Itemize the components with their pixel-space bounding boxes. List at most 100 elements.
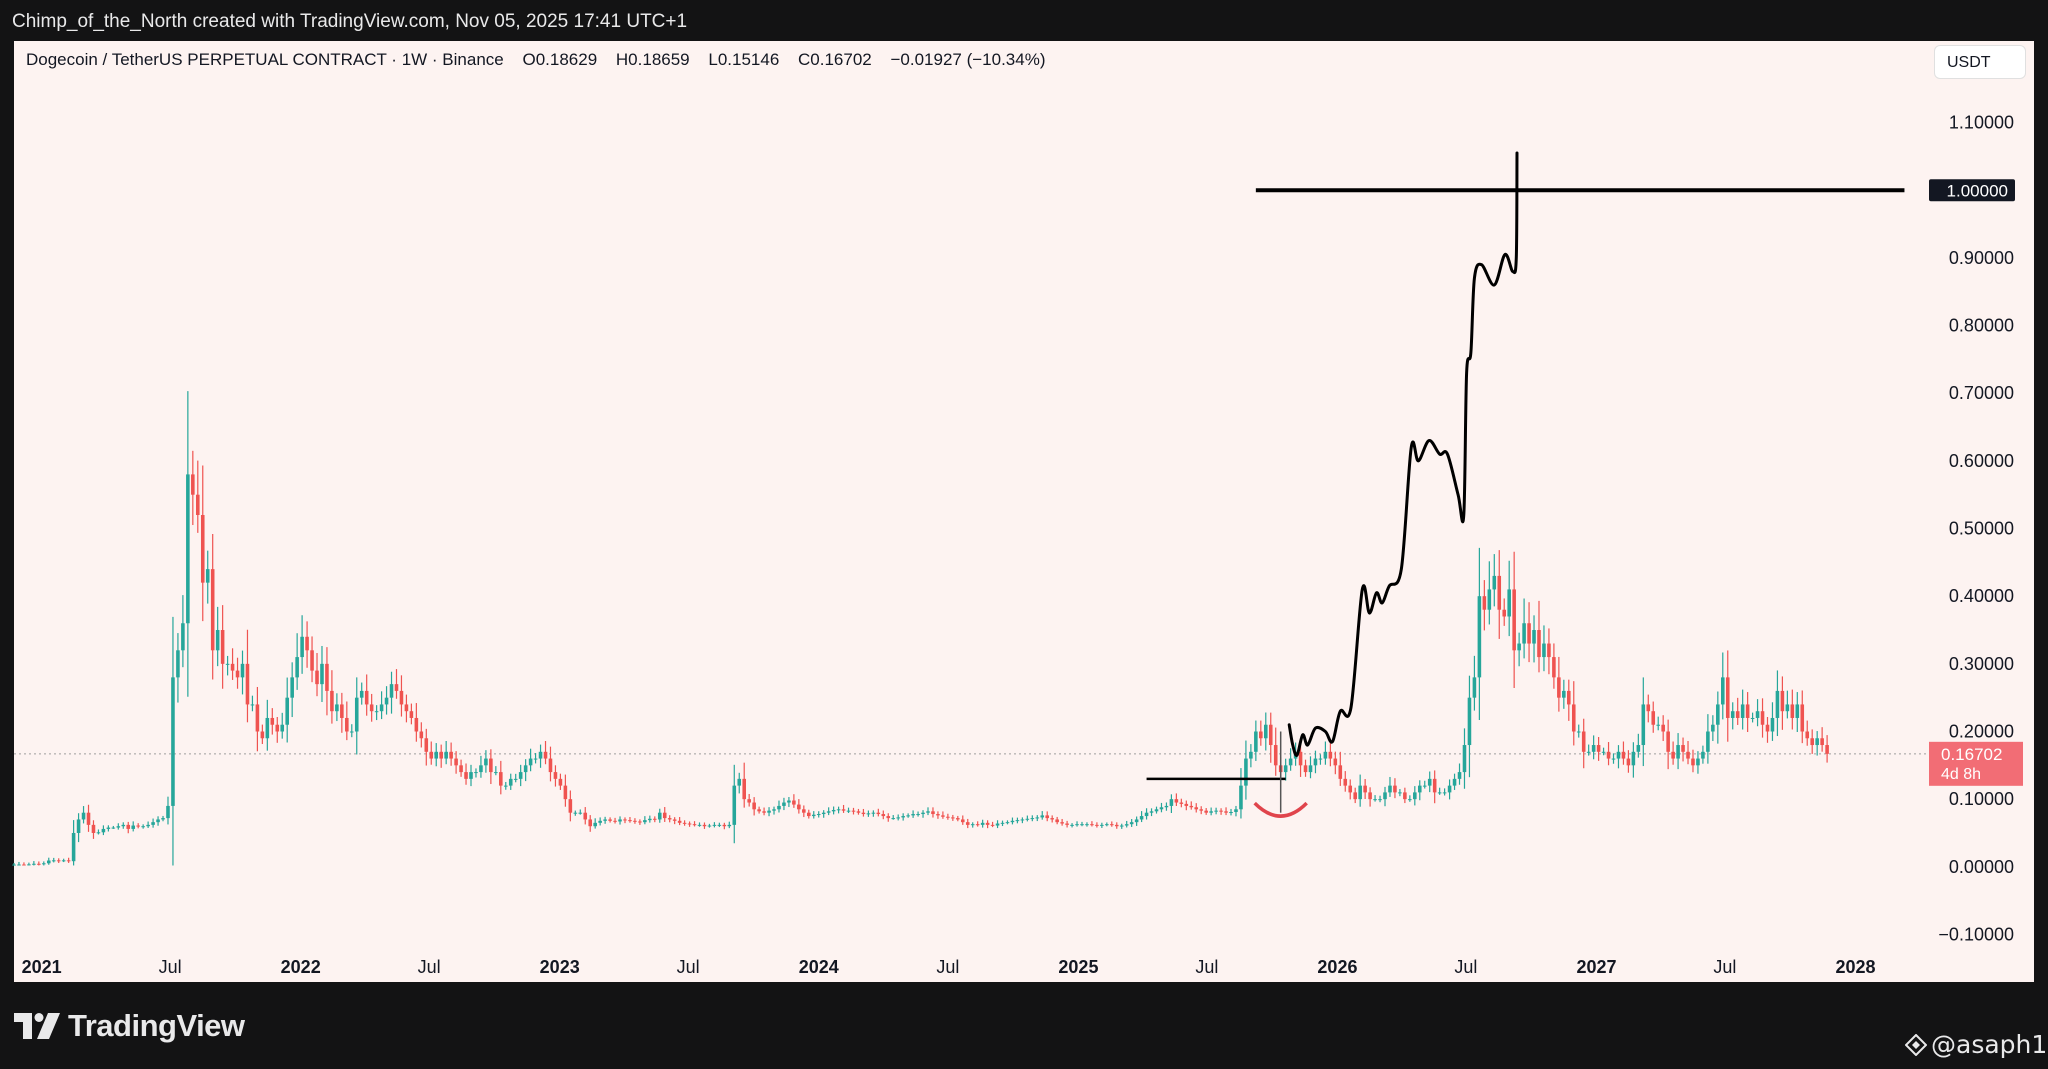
candle-body[interactable] — [985, 822, 990, 825]
candle-body[interactable] — [816, 814, 821, 816]
candle-body[interactable] — [508, 778, 513, 786]
candle-body[interactable] — [1805, 731, 1810, 739]
candle-body[interactable] — [638, 821, 642, 823]
candle-body[interactable] — [399, 690, 404, 705]
candle-body[interactable] — [1422, 785, 1427, 787]
candle-body[interactable] — [1477, 596, 1482, 678]
candle-body[interactable] — [1393, 785, 1397, 793]
candle-body[interactable] — [941, 815, 945, 817]
candle-body[interactable] — [275, 724, 280, 732]
candle-body[interactable] — [51, 860, 56, 862]
candle-body[interactable] — [1263, 724, 1268, 739]
candle-body[interactable] — [27, 864, 31, 866]
candle-body[interactable] — [1159, 807, 1164, 810]
candle-body[interactable] — [1447, 785, 1452, 793]
candle-body[interactable] — [454, 758, 458, 766]
candle-body[interactable] — [956, 818, 960, 820]
candle-body[interactable] — [459, 765, 463, 773]
candle-body[interactable] — [697, 824, 702, 826]
candle-body[interactable] — [141, 826, 145, 828]
candle-body[interactable] — [101, 828, 106, 833]
candle-body[interactable] — [354, 697, 359, 732]
candle-body[interactable] — [995, 823, 1000, 826]
candle-body[interactable] — [707, 825, 712, 827]
candle-body[interactable] — [379, 704, 384, 712]
candle-body[interactable] — [255, 704, 260, 732]
candle-body[interactable] — [265, 717, 270, 739]
candle-body[interactable] — [429, 751, 434, 759]
candle-body[interactable] — [1452, 778, 1457, 786]
candle-body[interactable] — [1000, 822, 1005, 824]
candle-body[interactable] — [310, 650, 314, 671]
candle-body[interactable] — [1328, 751, 1333, 759]
candle-body[interactable] — [613, 820, 617, 822]
candle-body[interactable] — [320, 663, 324, 685]
candle-body[interactable] — [280, 724, 285, 732]
candle-body[interactable] — [1313, 758, 1318, 766]
candle-body[interactable] — [767, 810, 771, 813]
candle-body[interactable] — [1676, 745, 1680, 759]
candle-body[interactable] — [1318, 758, 1323, 760]
candle-body[interactable] — [1512, 589, 1516, 651]
candle-body[interactable] — [1090, 824, 1094, 826]
candle-body[interactable] — [1417, 785, 1422, 793]
candle-body[interactable] — [1199, 809, 1203, 811]
candle-body[interactable] — [200, 515, 205, 583]
candle-body[interactable] — [300, 636, 304, 658]
candle-body[interactable] — [1686, 751, 1690, 759]
candle-body[interactable] — [1020, 819, 1025, 821]
candle-body[interactable] — [1353, 792, 1357, 800]
candle-body[interactable] — [802, 809, 806, 813]
candle-body[interactable] — [881, 814, 886, 817]
candle-body[interactable] — [42, 863, 46, 865]
candle-body[interactable] — [1100, 824, 1104, 826]
candle-body[interactable] — [37, 863, 41, 865]
candle-body[interactable] — [772, 809, 776, 811]
candle-body[interactable] — [409, 711, 414, 718]
candle-body[interactable] — [161, 818, 165, 820]
candle-body[interactable] — [1080, 824, 1084, 826]
candle-body[interactable] — [906, 815, 910, 817]
candle-body[interactable] — [1557, 677, 1561, 698]
candle-body[interactable] — [1254, 731, 1258, 752]
candle-body[interactable] — [335, 704, 339, 712]
candle-body[interactable] — [1507, 589, 1511, 617]
candle-body[interactable] — [1174, 799, 1179, 803]
candle-body[interactable] — [1119, 825, 1124, 827]
candle-body[interactable] — [558, 778, 563, 786]
candle-body[interactable] — [1711, 724, 1715, 732]
candle-body[interactable] — [598, 820, 602, 823]
candle-body[interactable] — [1149, 811, 1154, 813]
candle-body[interactable] — [851, 810, 856, 812]
candle-body[interactable] — [563, 785, 568, 800]
candle-body[interactable] — [1810, 738, 1814, 746]
candle-body[interactable] — [717, 824, 722, 826]
candle-body[interactable] — [1060, 822, 1064, 824]
candle-body[interactable] — [1298, 751, 1303, 766]
candle-body[interactable] — [1154, 809, 1159, 812]
candle-body[interactable] — [841, 809, 846, 811]
candle-body[interactable] — [121, 824, 126, 827]
candle-body[interactable] — [1413, 792, 1417, 800]
candle-body[interactable] — [1631, 751, 1636, 766]
candle-body[interactable] — [181, 623, 185, 651]
candle-body[interactable] — [250, 704, 255, 706]
candle-body[interactable] — [1646, 704, 1651, 712]
candle-body[interactable] — [787, 800, 791, 803]
candle-body[interactable] — [1368, 792, 1372, 800]
candle-body[interactable] — [1641, 704, 1646, 746]
candle-body[interactable] — [240, 663, 245, 678]
candle-body[interactable] — [513, 778, 518, 780]
candle-body[interactable] — [1035, 817, 1040, 819]
candle-body[interactable] — [434, 751, 439, 759]
candle-body[interactable] — [81, 812, 86, 820]
candle-body[interactable] — [1129, 822, 1134, 825]
candle-body[interactable] — [1348, 785, 1353, 793]
candle-body[interactable] — [1343, 778, 1348, 786]
candle-body[interactable] — [682, 822, 687, 824]
candle-body[interactable] — [533, 758, 538, 760]
candle-body[interactable] — [1725, 677, 1730, 718]
candle-body[interactable] — [126, 824, 131, 829]
candle-body[interactable] — [1750, 717, 1755, 719]
candle-body[interactable] — [151, 822, 155, 825]
